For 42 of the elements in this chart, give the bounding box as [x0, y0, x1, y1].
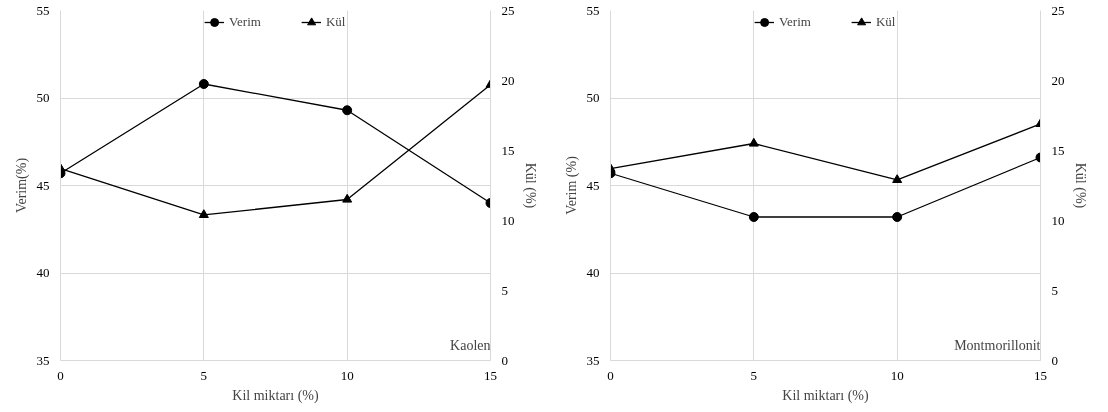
y2-axis-title: Kül (%) [521, 162, 538, 209]
x-tick-label: 15 [484, 367, 497, 383]
y2-tick-label: 20 [1051, 72, 1065, 88]
y2-tick-label: 15 [1051, 142, 1065, 158]
y2-tick-label: 0 [1051, 352, 1058, 368]
y-tick-label: 55 [586, 2, 600, 18]
legend-label: Kül [325, 14, 346, 30]
x-tick-label: 10 [890, 367, 904, 383]
y2-tick-label: 25 [501, 2, 515, 18]
y-axis-title: Verim (%) [563, 155, 580, 215]
y-tick-label: 45 [36, 177, 50, 193]
y2-axis-title: Kül (%) [1071, 162, 1088, 209]
y-axis-title: Verim(%) [13, 157, 30, 214]
x-tick-label: 5 [750, 367, 758, 383]
y-tick-label: 40 [36, 265, 50, 280]
y-tick-label: 50 [36, 90, 50, 105]
x-axis-title: Kil miktarı (%) [782, 387, 869, 404]
y-tick-label: 50 [586, 90, 600, 105]
y2-tick-label: 10 [501, 212, 515, 228]
annotation: Montmorillonit [954, 337, 1041, 353]
y2-tick-label: 15 [501, 142, 515, 158]
y-tick-label: 35 [36, 352, 50, 368]
x-tick-label: 0 [57, 367, 64, 383]
x-axis-title: Kil miktarı (%) [232, 387, 319, 404]
annotation: Kaolen [450, 337, 491, 353]
y2-tick-label: 5 [501, 282, 508, 298]
x-tick-label: 10 [340, 367, 354, 383]
y-tick-label: 45 [586, 177, 600, 193]
y2-tick-label: 25 [1051, 2, 1065, 18]
legend-label: Kül [875, 14, 896, 30]
y-tick-label: 55 [36, 2, 50, 18]
x-tick-label: 15 [1034, 367, 1047, 383]
x-tick-label: 5 [200, 367, 208, 383]
y2-tick-label: 10 [1051, 212, 1065, 228]
y2-tick-label: 0 [501, 352, 508, 368]
y2-tick-label: 20 [501, 72, 515, 88]
legend-label: Verim [229, 14, 261, 30]
x-tick-label: 0 [607, 367, 614, 383]
legend-label: Verim [779, 14, 811, 30]
y2-tick-label: 5 [1051, 282, 1058, 298]
y-tick-label: 35 [586, 352, 600, 368]
y-tick-label: 40 [586, 265, 600, 280]
